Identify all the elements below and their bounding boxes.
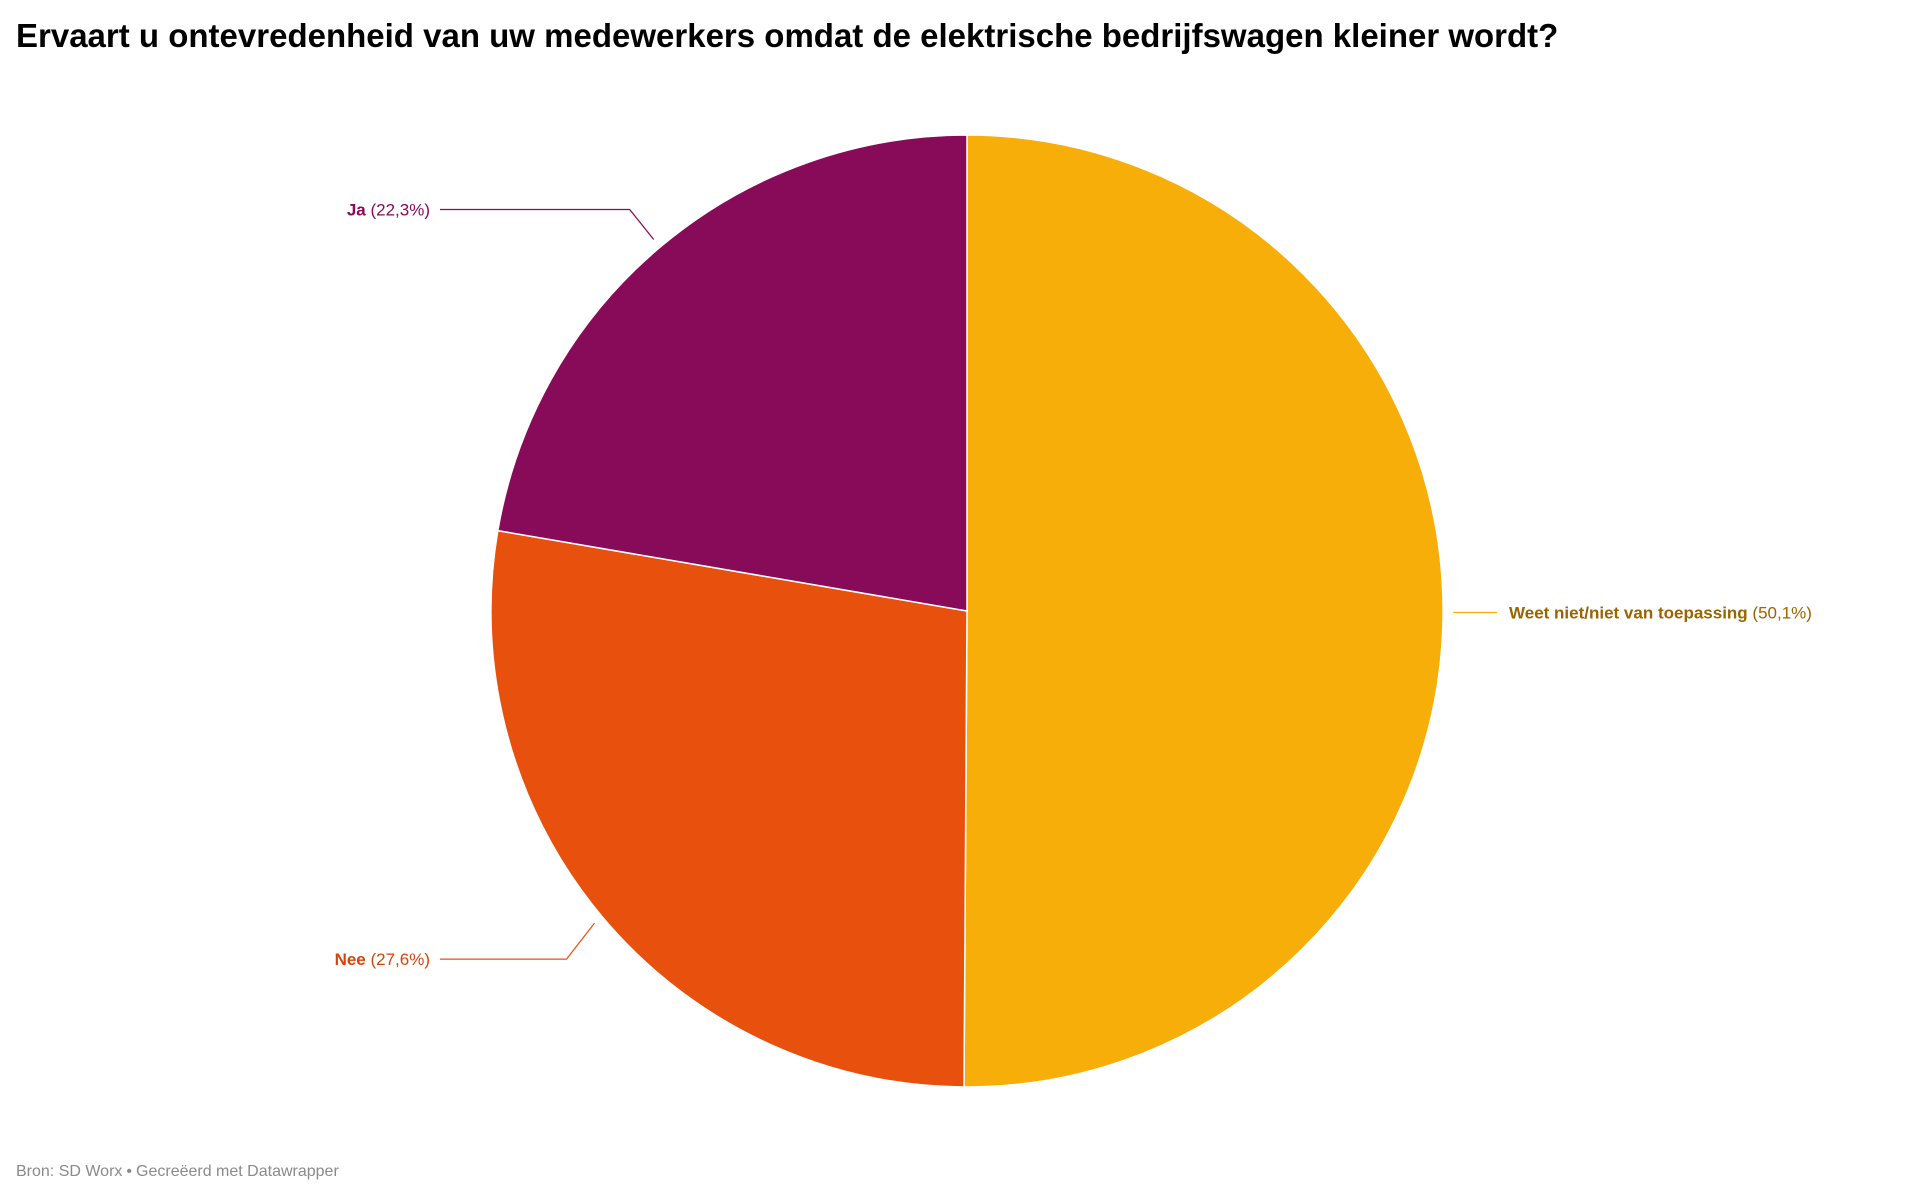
pie-slices — [490, 134, 1444, 1088]
slice-label-value: (27,6%) — [366, 950, 430, 969]
pie-slice-nee[interactable] — [490, 529, 968, 1088]
slice-label-ja: Ja (22,3%) — [347, 201, 430, 220]
leader-line-nee — [440, 922, 595, 960]
pie-slice-ja[interactable] — [497, 134, 968, 612]
slice-label-value: (50,1%) — [1748, 604, 1812, 623]
pie-slice-weet-niet-niet-van-toepassing[interactable] — [963, 134, 1444, 1088]
footer-separator: • — [126, 1163, 133, 1180]
slice-label-value: (22,3%) — [366, 201, 430, 220]
slice-labels: Weet niet/niet van toepassing (50,1%) Nee… — [335, 201, 1812, 970]
slice-label-name: Nee — [335, 950, 366, 969]
label-leader-lines — [440, 208, 1497, 960]
slice-label-name: Ja — [347, 201, 366, 220]
slice-label-nee: Nee (27,6%) — [335, 950, 430, 969]
slice-label-name: Weet niet/niet van toepassing — [1509, 604, 1748, 623]
chart-title: Ervaart u ontevredenheid van uw medewerk… — [16, 17, 1559, 54]
source-note: Bron: SD Worx — [16, 1163, 123, 1180]
chart-footer: Bron: SD Worx • Gecreëerd met Datawrapper — [16, 1163, 339, 1181]
slice-label-weet-niet-niet-van-toepassing: Weet niet/niet van toepassing (50,1%) — [1509, 604, 1812, 623]
credit-link[interactable]: Gecreëerd met Datawrapper — [136, 1163, 339, 1180]
leader-line-ja — [440, 208, 655, 240]
